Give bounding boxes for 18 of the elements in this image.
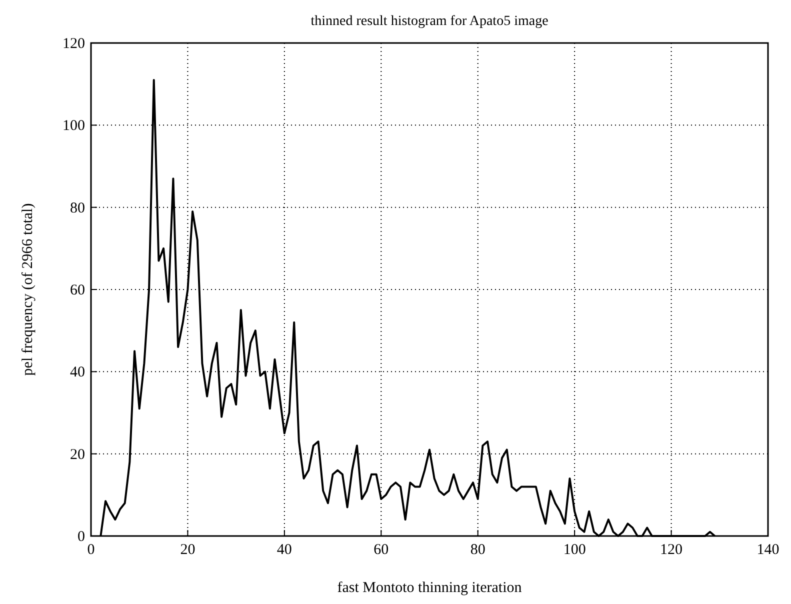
y-axis-title: pel frequency (of 2966 total) xyxy=(20,203,36,376)
x-tick-label: 40 xyxy=(276,542,292,558)
x-tick-label: 20 xyxy=(180,542,196,558)
x-tick-label: 140 xyxy=(756,542,780,558)
chart-title: thinned result histogram for Apato5 image xyxy=(310,14,548,29)
x-tick-label: 60 xyxy=(374,542,389,558)
y-tick-label: 80 xyxy=(70,200,85,216)
x-tick-label: 0 xyxy=(87,542,95,558)
x-axis-title: fast Montoto thinning iteration xyxy=(337,580,522,596)
x-tick-label: 120 xyxy=(660,542,683,558)
y-tick-label: 0 xyxy=(78,529,85,545)
y-tick-label: 20 xyxy=(70,446,85,463)
y-tick-label: 100 xyxy=(62,118,85,134)
y-tick-label: 60 xyxy=(70,282,85,298)
x-tick-label: 100 xyxy=(563,542,586,558)
y-tick-label: 40 xyxy=(70,364,85,381)
y-tick-label: 120 xyxy=(62,36,85,52)
x-tick-label: 80 xyxy=(470,542,486,558)
